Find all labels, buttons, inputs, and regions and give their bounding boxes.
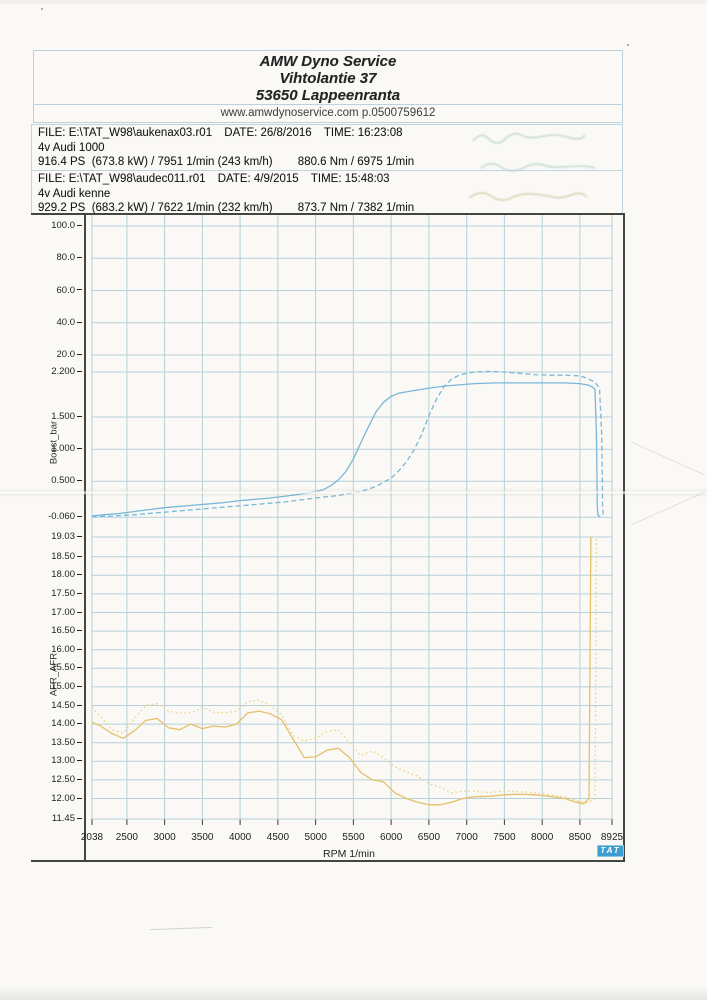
curve-afr-run1-solid [91, 536, 592, 806]
file-label: FILE: [38, 173, 66, 185]
xtick-5000: 5000 [304, 832, 327, 843]
business-name: AMW Dyno Service [259, 53, 397, 70]
time-label: TIME: [323, 127, 355, 139]
ytick-afr-18.50: 18.50 [30, 551, 82, 562]
ytick-boost-2.200: 2.200 [30, 367, 82, 377]
ytick-boost--0.060: -0.060 [30, 512, 82, 522]
xtick-8500: 8500 [568, 832, 592, 843]
margin-crease-artifact [631, 491, 705, 526]
header-box: AMW Dyno Service Vihtolantie 37 53650 La… [33, 50, 623, 105]
date-value: 4/9/2015 [253, 173, 299, 185]
file-path: E:\TAT_W98\audec011.r01 [68, 173, 206, 185]
xtick-3500: 3500 [191, 832, 214, 843]
ytick-afr-13.50: 13.50 [30, 737, 82, 748]
power-reading: 929.2 PS (683.2 kW) / 7622 1/min (232 km… [38, 202, 273, 214]
ytick-afr-15.00: 15.00 [30, 681, 82, 692]
ytick-speed-scale-60.0: 60.0 [30, 285, 82, 296]
power-reading: 916.4 PS (673.8 kW) / 7951 1/min (243 km… [38, 156, 273, 168]
torque-reading: 873.7 Nm / 7382 1/min [297, 202, 415, 214]
dust-speck [627, 44, 629, 46]
ytick-afr-12.50: 12.50 [30, 774, 82, 785]
xtick-4000: 4000 [229, 832, 252, 843]
time-label: TIME: [310, 173, 342, 185]
ytick-afr-16.00: 16.00 [30, 644, 82, 655]
file-path: E:\TAT_W98\aukenax03.r01 [68, 127, 213, 139]
xtick-4500: 4500 [266, 832, 290, 843]
rpm-axis-label: RPM 1/min [323, 848, 375, 860]
xtick-8000: 8000 [531, 832, 554, 843]
scan-edge-shadow [0, 986, 707, 1000]
tat-logo: TAT [597, 845, 624, 857]
torque-reading: 880.6 Nm / 6975 1/min [297, 156, 415, 168]
dyno-chart-area [84, 213, 625, 862]
ytick-speed-scale-20.0: 20.0 [30, 350, 82, 360]
run1-file-line: FILE: E:\TAT_W98\aukenax03.r01 DATE: 26/… [38, 126, 622, 141]
ytick-afr-15.50: 15.50 [30, 663, 82, 673]
xtick-7000: 7000 [455, 832, 478, 843]
address-street: Vihtolantie 37 [279, 70, 377, 87]
xtick-2038: 2038 [80, 832, 104, 843]
run2-result-line: 929.2 PS (683.2 kW) / 7622 1/min (232 km… [38, 201, 622, 216]
ytick-afr-14.00: 14.00 [30, 719, 82, 729]
margin-crease-artifact [631, 441, 705, 476]
run-summary-2: FILE: E:\TAT_W98\audec011.r01 DATE: 4/9/… [31, 171, 623, 215]
dust-speck [41, 8, 43, 10]
xtick-5500: 5500 [342, 832, 365, 843]
ytick-boost-1.000: 1.000 [30, 444, 82, 454]
ytick-afr-11.45: 11.45 [30, 813, 82, 824]
curve-afr-run2-dotted [91, 536, 598, 804]
ytick-boost-1.500: 1.500 [30, 412, 82, 422]
ink-bleedthrough-artifact [468, 132, 596, 201]
ytick-speed-scale-80.0: 80.0 [30, 253, 82, 263]
time-value: 16:23:08 [357, 127, 403, 139]
ytick-afr-17.50: 17.50 [30, 588, 82, 599]
xtick-8925: 8925 [600, 832, 624, 843]
scan-edge-shadow [0, 0, 707, 4]
ytick-afr-17.00: 17.00 [30, 607, 82, 618]
ytick-speed-scale-40.0: 40.0 [30, 317, 82, 328]
curve-boost-run1-solid [91, 382, 601, 518]
run2-vehicle-name: 4v Audi kenne [38, 187, 111, 200]
date-label: DATE: [224, 127, 258, 139]
ytick-speed-scale-100.0: 100.0 [30, 221, 82, 231]
ytick-afr-19.03: 19.03 [30, 532, 82, 542]
xtick-6500: 6500 [417, 832, 441, 843]
run-summary-1: FILE: E:\TAT_W98\aukenax03.r01 DATE: 26/… [31, 124, 623, 171]
ytick-afr-12.00: 12.00 [30, 793, 82, 804]
xtick-6000: 6000 [380, 832, 403, 843]
run2-file-line: FILE: E:\TAT_W98\audec011.r01 DATE: 4/9/… [38, 172, 622, 187]
run1-vehicle-name: 4v Audi 1000 [38, 141, 105, 154]
ytick-afr-18.00: 18.00 [30, 570, 82, 580]
file-label: FILE: [38, 127, 66, 139]
ytick-afr-16.50: 16.50 [30, 626, 82, 636]
xtick-7500: 7500 [493, 832, 516, 843]
time-value: 15:48:03 [344, 173, 390, 185]
xtick-2500: 2500 [115, 832, 138, 843]
website-and-phone: www.amwdynoservice.com p.0500759612 [220, 107, 436, 119]
faint-line-artifact [150, 926, 212, 931]
date-value: 26/8/2016 [260, 127, 312, 139]
run1-result-line: 916.4 PS (673.8 kW) / 7951 1/min (243 km… [38, 155, 622, 170]
ytick-afr-13.00: 13.00 [30, 756, 82, 766]
date-label: DATE: [217, 173, 251, 185]
address-city: 53650 Lappeenranta [255, 87, 401, 104]
curve-boost-run2-dashed [91, 370, 606, 518]
chart-canvas [91, 215, 613, 825]
ytick-afr-14.50: 14.50 [30, 700, 82, 711]
website-row: www.amwdynoservice.com p.0500759612 [33, 105, 623, 123]
xtick-3000: 3000 [153, 832, 176, 843]
ytick-boost-0.500: 0.500 [30, 476, 82, 486]
